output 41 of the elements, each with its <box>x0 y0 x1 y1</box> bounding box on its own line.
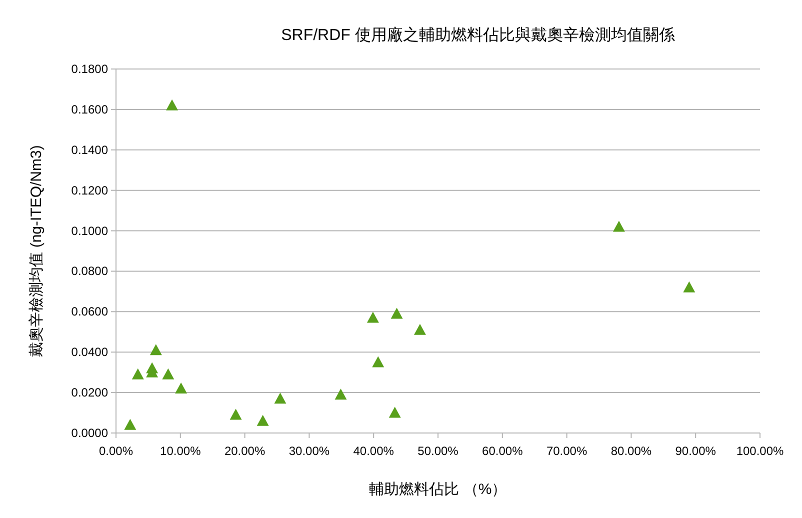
y-tick-label: 0.0600 <box>71 304 108 319</box>
point <box>414 324 426 335</box>
y-axis-title: 戴奧辛檢測均值 (ng-ITEQ/Nm3) <box>28 145 45 357</box>
x-tick-label: 10.00% <box>160 444 202 458</box>
y-tick-label: 0.0800 <box>71 264 108 278</box>
point <box>274 392 286 404</box>
point <box>366 312 379 323</box>
y-tick-label: 0.0200 <box>71 386 108 400</box>
point <box>150 344 162 356</box>
point <box>175 382 188 394</box>
x-tick-label: 40.00% <box>353 444 394 458</box>
x-axis-title: 輔助燃料佔比 （%） <box>369 481 507 498</box>
y-tick-label: 0.1400 <box>71 142 108 157</box>
x-tick-label: 30.00% <box>288 444 330 458</box>
point <box>162 368 174 380</box>
x-tick-label: 80.00% <box>610 444 652 458</box>
point <box>612 220 625 232</box>
x-tick-label: 100.00% <box>736 444 784 458</box>
point <box>256 414 269 426</box>
y-tick-label: 0.1000 <box>71 224 108 238</box>
y-tick-label: 0.0400 <box>71 345 108 360</box>
x-tick-label: 90.00% <box>675 444 716 458</box>
y-tick-label: 0.1600 <box>71 102 108 116</box>
x-tick-label: 50.00% <box>418 444 459 458</box>
point <box>334 388 347 400</box>
point <box>390 308 403 319</box>
point <box>230 408 242 420</box>
point <box>124 418 136 430</box>
x-tick-label: 0.00% <box>98 444 134 458</box>
chart-title: SRF/RDF 使用廠之輔助燃料佔比與戴奧辛檢測均值關係 <box>281 26 675 44</box>
y-tick-label: 0.1800 <box>71 62 108 76</box>
y-tick-label: 0.1200 <box>71 183 108 198</box>
point <box>166 99 178 110</box>
x-tick-label: 60.00% <box>482 444 524 458</box>
x-tick-label: 20.00% <box>224 444 266 458</box>
point <box>372 356 384 368</box>
x-tick-label: 70.00% <box>546 444 588 458</box>
point <box>388 406 401 418</box>
point <box>683 281 696 292</box>
y-tick-label: 0.0000 <box>71 426 108 440</box>
point <box>132 368 144 380</box>
